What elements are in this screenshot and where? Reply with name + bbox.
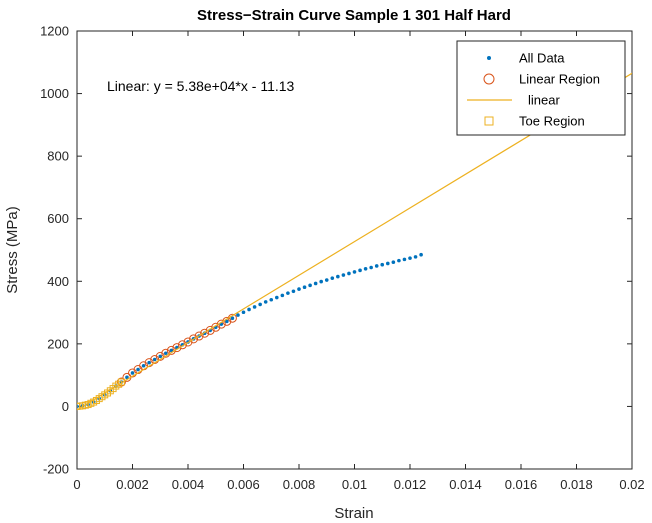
legend-linear-region-label: Linear Region (519, 72, 600, 87)
toe-region-point (117, 378, 125, 386)
legend: All Data Linear Region linear Toe Region (456, 40, 626, 136)
x-tick-label: 0.002 (116, 477, 149, 492)
all-data-point (125, 375, 129, 380)
all-data-point (291, 289, 296, 294)
all-data-point (358, 268, 362, 273)
all-data-point (336, 274, 340, 279)
legend-linear-region: Linear Region (483, 72, 600, 87)
x-tick-label: 0.01 (342, 477, 367, 492)
legend-toe-region-swatch (484, 116, 494, 126)
legend-all-data-swatch (487, 56, 491, 60)
all-data-point (363, 266, 368, 271)
x-tick-label: 0.006 (227, 477, 260, 492)
linear-region-point (211, 322, 221, 332)
all-data-point (169, 348, 174, 353)
legend-linear-label: linear (528, 93, 560, 108)
linear-region-point (183, 337, 193, 347)
y-tick-label: 1000 (40, 86, 69, 101)
all-data-point (408, 256, 412, 260)
all-data-point (225, 319, 229, 324)
linear-region-point (189, 334, 199, 344)
all-data-point (369, 265, 373, 270)
y-tick-label: 600 (47, 211, 69, 226)
all-data-point (164, 351, 168, 356)
y-axis-label: Stress (MPa) (4, 206, 21, 294)
y-tick-label: 400 (47, 274, 69, 289)
all-data-point (158, 354, 163, 359)
y-tick-label: 800 (47, 149, 69, 164)
all-data-point (258, 302, 262, 307)
linear-region-point (177, 340, 187, 350)
chart-title: Stress−Strain Curve Sample 1 301 Half Ha… (197, 7, 511, 24)
x-tick-label: 0.012 (394, 477, 427, 492)
all-data-point (330, 276, 335, 280)
all-data-point (152, 357, 157, 362)
all-data-point (236, 313, 240, 317)
legend-linear-region-swatch (483, 73, 495, 85)
all-data-point (419, 252, 423, 257)
legend-all-data: All Data (487, 51, 565, 66)
all-data-point (263, 300, 268, 304)
all-data-point (386, 261, 390, 266)
y-tick-label: -200 (43, 462, 69, 477)
all-data-point (380, 262, 385, 267)
x-tick-label: 0.008 (283, 477, 316, 492)
x-tick-label: 0.004 (172, 477, 205, 492)
all-data-point (286, 291, 290, 295)
fit-equation-annotation: Linear: y = 5.38e+04*x - 11.13 (107, 78, 295, 94)
all-data-point (252, 305, 257, 309)
y-tick-label: 0 (62, 399, 69, 414)
all-data-point (280, 293, 285, 298)
all-data-point (413, 255, 418, 259)
all-data-point (302, 285, 307, 290)
all-data-point (297, 287, 301, 291)
all-data-point (230, 316, 235, 321)
y-tick-label: 1200 (40, 24, 69, 39)
linear-region-point (200, 328, 210, 338)
linear-region-point (172, 343, 182, 353)
x-tick-label: 0.018 (560, 477, 593, 492)
all-data-point (136, 367, 140, 372)
all-data-point (241, 310, 246, 315)
all-data-point (313, 281, 318, 286)
legend-toe-region-label: Toe Region (519, 114, 585, 129)
all-data-point (141, 363, 146, 368)
legend-linear: linear (467, 93, 560, 108)
x-tick-label: 0.016 (505, 477, 538, 492)
all-data-series (77, 252, 423, 409)
all-data-point (77, 404, 79, 409)
y-tick-label: 200 (47, 336, 69, 351)
all-data-point (324, 278, 329, 282)
all-data-point (352, 270, 357, 274)
linear-region-point (205, 325, 215, 335)
x-tick-label: 0 (73, 477, 80, 492)
x-tick-label: 0.02 (619, 477, 644, 492)
all-data-point (319, 279, 324, 284)
y-axis-ticks: -200 0 200 400 600 800 1000 1200 (40, 24, 632, 477)
all-data-point (269, 297, 274, 302)
all-data-point (308, 283, 312, 288)
all-data-point (130, 371, 135, 375)
all-data-point (341, 273, 346, 277)
all-data-point (391, 260, 396, 265)
all-data-point (147, 360, 151, 365)
all-data-point (402, 257, 407, 262)
legend-all-data-label: All Data (519, 51, 565, 66)
x-axis-label: Strain (334, 505, 373, 522)
all-data-point (247, 307, 251, 312)
linear-region-point (150, 355, 160, 364)
x-axis-ticks: 0 0.002 0.004 0.006 0.008 0.01 0.012 0.014 0.016… (73, 31, 645, 492)
x-tick-label: 0.014 (449, 477, 482, 492)
legend-toe-region: Toe Region (484, 114, 585, 129)
all-data-point (374, 264, 379, 268)
all-data-point (347, 271, 351, 276)
linear-region-point (194, 331, 204, 341)
all-data-point (275, 295, 279, 300)
toe-region-series (77, 378, 125, 410)
all-data-point (397, 258, 401, 263)
